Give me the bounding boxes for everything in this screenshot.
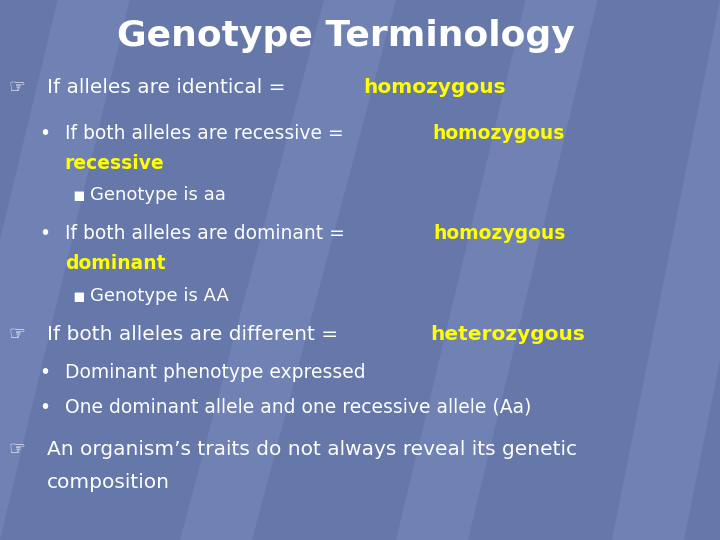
Text: An organism’s traits do not always reveal its genetic: An organism’s traits do not always revea… (47, 440, 577, 459)
Text: composition: composition (47, 472, 170, 491)
Text: Genotype is aa: Genotype is aa (90, 186, 226, 204)
Text: If alleles are identical =: If alleles are identical = (47, 78, 292, 97)
Text: Genotype is AA: Genotype is AA (90, 287, 229, 305)
Text: homozygous: homozygous (363, 78, 505, 97)
Text: ☞: ☞ (9, 440, 25, 459)
Polygon shape (180, 0, 396, 540)
Text: ☞: ☞ (9, 78, 25, 97)
Polygon shape (396, 0, 598, 540)
Text: Dominant phenotype expressed: Dominant phenotype expressed (65, 363, 366, 382)
Text: •: • (40, 363, 50, 382)
Text: homozygous: homozygous (433, 224, 566, 243)
Text: If both alleles are recessive =: If both alleles are recessive = (65, 124, 349, 143)
Text: •: • (40, 224, 50, 243)
Text: ☞: ☞ (9, 325, 25, 344)
Text: recessive: recessive (65, 154, 165, 173)
Text: •: • (40, 124, 50, 143)
Text: Genotype Terminology: Genotype Terminology (117, 19, 575, 53)
Polygon shape (0, 0, 130, 540)
Text: If both alleles are dominant =: If both alleles are dominant = (65, 224, 351, 243)
Text: One dominant allele and one recessive allele (Aa): One dominant allele and one recessive al… (65, 398, 531, 417)
Text: homozygous: homozygous (432, 124, 564, 143)
Text: If both alleles are different =: If both alleles are different = (47, 325, 344, 344)
Text: ▪: ▪ (72, 186, 85, 205)
Text: dominant: dominant (65, 254, 166, 273)
Text: ▪: ▪ (72, 287, 85, 306)
Polygon shape (612, 0, 720, 540)
Text: •: • (40, 398, 50, 417)
Text: heterozygous: heterozygous (431, 325, 585, 344)
